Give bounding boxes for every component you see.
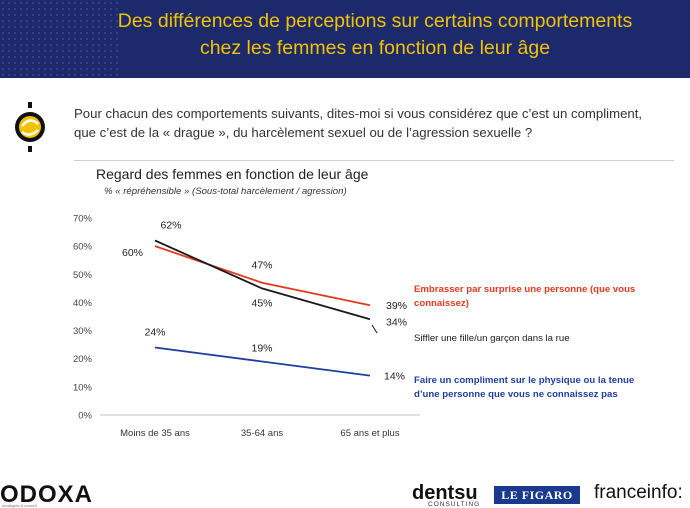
x-tick-label: 35-64 ans [241, 428, 284, 439]
series-label: connaissez) [414, 298, 469, 309]
data-label: 19% [251, 343, 272, 355]
series-label: Siffler une fille/un garçon dans la rue [414, 333, 570, 344]
y-tick-label: 20% [73, 354, 93, 365]
data-label: 24% [144, 326, 165, 338]
page-title: Des différences de perceptions sur certa… [90, 8, 660, 62]
y-tick-label: 60% [73, 242, 93, 253]
y-tick-label: 50% [73, 270, 93, 281]
y-tick-label: 0% [78, 411, 92, 422]
divider [74, 160, 674, 161]
y-tick-label: 70% [73, 214, 93, 225]
y-tick-label: 40% [73, 298, 93, 309]
x-tick-label: Moins de 35 ans [120, 428, 190, 439]
odoxa-tagline: stratégies & conseil [2, 503, 37, 508]
odoxa-logo: ODOXA [0, 481, 94, 508]
series-line [154, 239, 371, 321]
series-label: Faire un compliment sur le physique ou l… [414, 375, 634, 386]
footer: ODOXA stratégies & conseil dentsu CONSUL… [0, 474, 690, 508]
series-line [154, 245, 371, 307]
series-line [154, 346, 371, 377]
chart-subtitle: % « répréhensible » (Sous-total harcèlem… [104, 186, 347, 197]
header-banner: Des différences de perceptions sur certa… [0, 0, 690, 78]
y-tick-label: 30% [73, 326, 93, 337]
data-label: 60% [122, 247, 143, 259]
x-tick-label: 65 ans et plus [340, 428, 399, 439]
data-label: 45% [251, 297, 272, 309]
dentsu-sub-label: CONSULTING [428, 501, 481, 508]
y-tick-label: 10% [73, 382, 93, 393]
series-label: Embrasser par surprise une personne (que… [414, 284, 635, 295]
chart-title: Regard des femmes en fonction de leur âg… [96, 166, 369, 182]
data-label: 47% [251, 260, 272, 272]
question-line2: que c’est de la « drague », du harcèleme… [74, 125, 533, 140]
question-block: Pour chacun des comportements suivants, … [0, 96, 690, 156]
dentsu-logo: dentsu [412, 482, 478, 504]
series-label: d’une personne que vous ne connaissez pa… [414, 389, 618, 400]
page-title-line2: chez les femmes en fonction de leur âge [199, 37, 551, 59]
data-label: 14% [384, 371, 405, 383]
question-line1: Pour chacun des comportements suivants, … [74, 106, 643, 121]
data-label: 34% [386, 316, 407, 328]
franceinfo-logo: franceinfo: [594, 482, 683, 503]
question-text: Pour chacun des comportements suivants, … [74, 104, 684, 142]
page-title-line1: Des différences de perceptions sur certa… [117, 10, 633, 32]
label-connector [371, 324, 378, 334]
data-label: 39% [386, 300, 407, 312]
figaro-logo: LE FIGARO [494, 486, 580, 504]
question-mark-icon [15, 102, 45, 152]
data-label: 62% [160, 220, 181, 232]
header-dot-pattern [0, 0, 120, 78]
